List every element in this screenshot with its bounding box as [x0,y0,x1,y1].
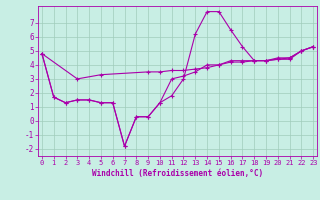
X-axis label: Windchill (Refroidissement éolien,°C): Windchill (Refroidissement éolien,°C) [92,169,263,178]
